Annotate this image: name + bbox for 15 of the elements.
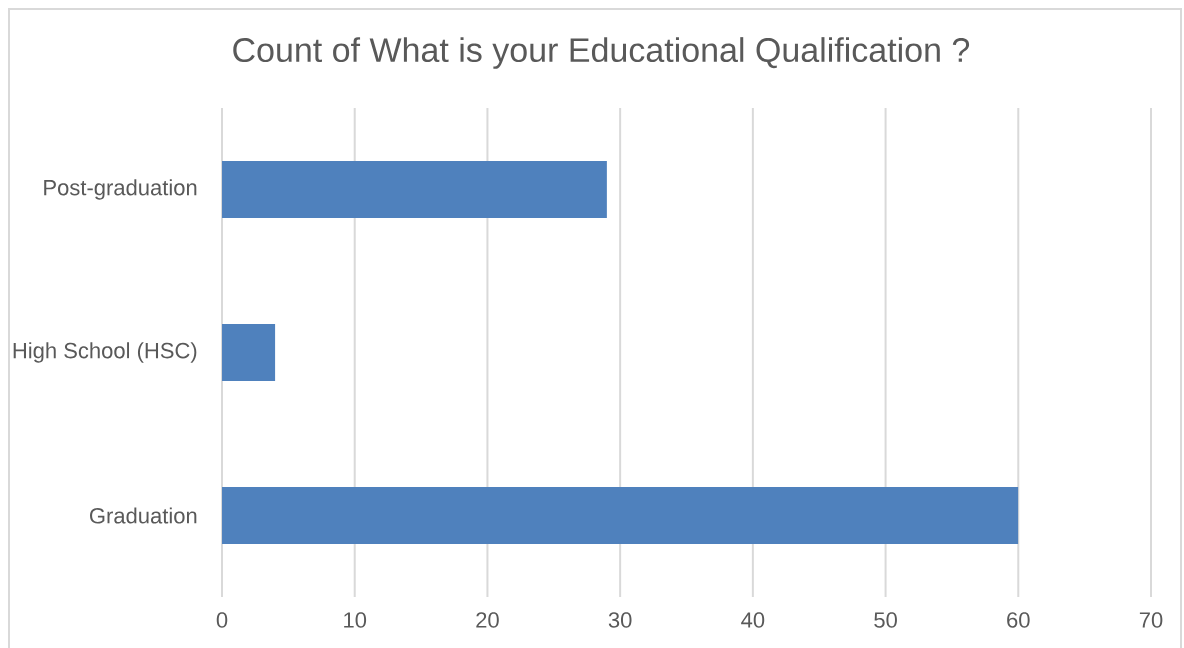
chart-title: Count of What is your Educational Qualification ? xyxy=(233,37,970,69)
x-tick-label: 0 xyxy=(216,612,228,628)
bar xyxy=(222,323,276,382)
x-tick-label: 10 xyxy=(344,612,367,628)
x-tick-label: 30 xyxy=(608,612,632,628)
x-tick-label: 20 xyxy=(476,612,499,628)
bar xyxy=(222,160,607,219)
x-tick-label: 60 xyxy=(1007,612,1030,628)
x-tick-label: 50 xyxy=(874,612,897,628)
y-tick-label: Post-graduation xyxy=(44,179,197,200)
x-tick-label: 40 xyxy=(741,612,765,628)
x-tick-label: 70 xyxy=(1139,612,1163,628)
y-tick-label: High School (HSC) xyxy=(13,342,197,363)
y-tick-label: Graduation xyxy=(90,507,197,524)
bar xyxy=(222,486,1019,545)
